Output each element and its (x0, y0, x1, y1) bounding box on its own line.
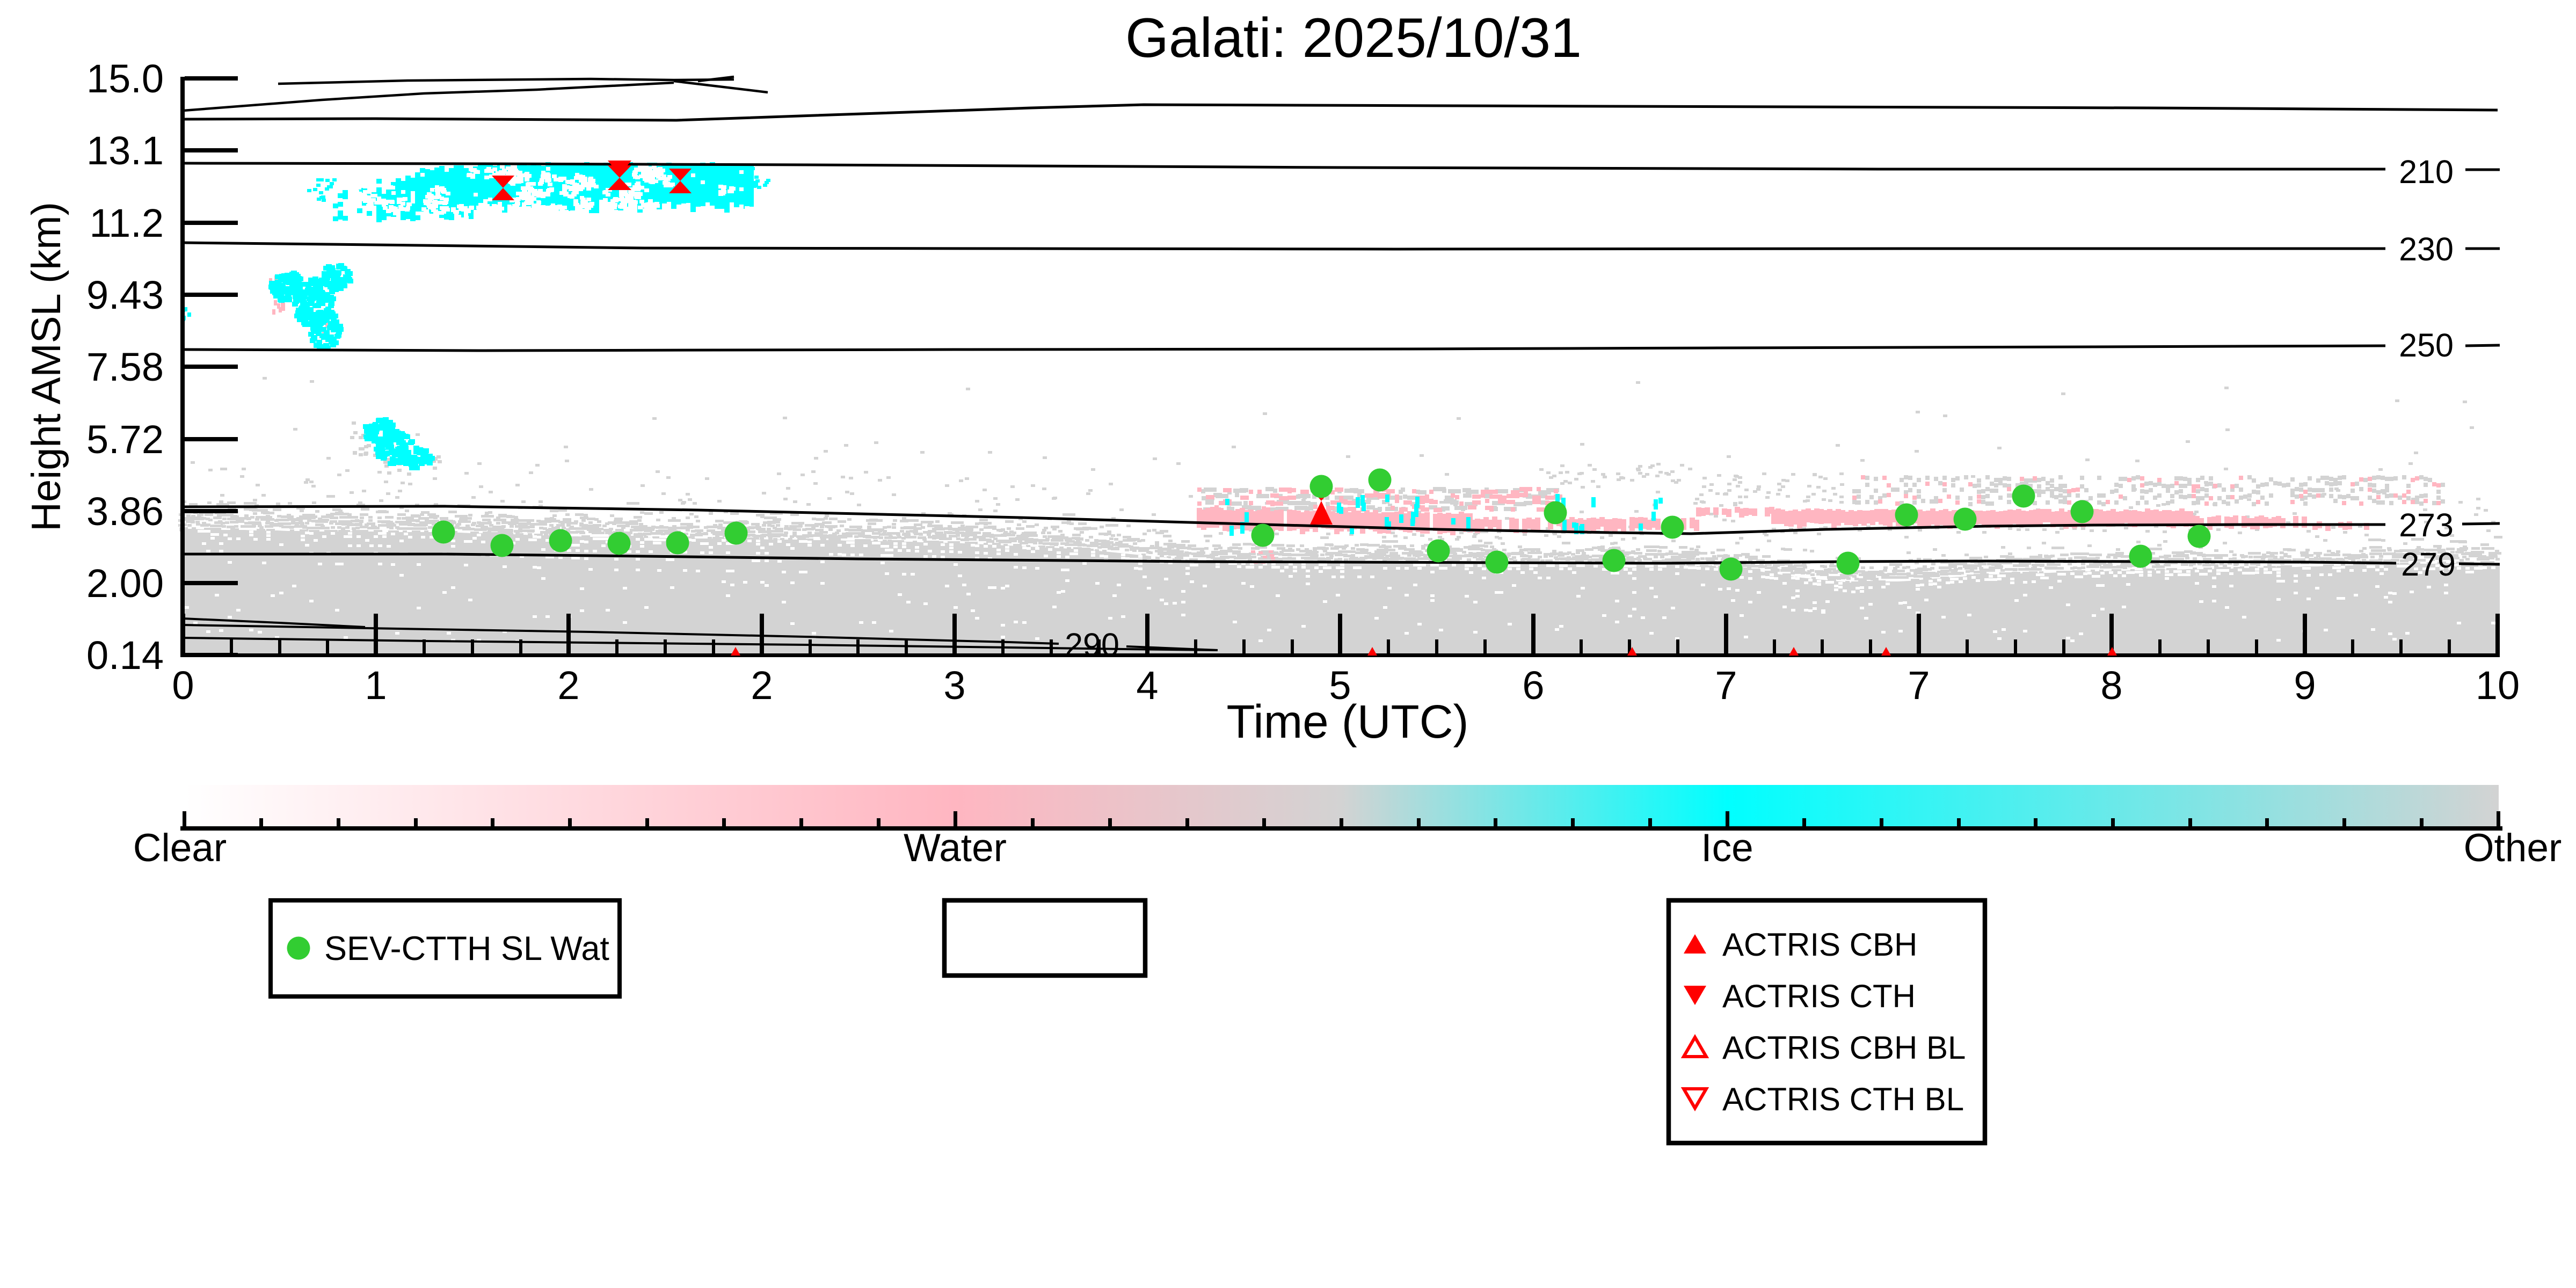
svg-text:230: 230 (2399, 231, 2454, 267)
svg-text:7.58: 7.58 (86, 345, 164, 389)
svg-text:13.1: 13.1 (86, 128, 164, 173)
svg-text:ACTRIS CTH BL: ACTRIS CTH BL (1722, 1081, 1964, 1117)
svg-text:210: 210 (2399, 154, 2454, 190)
svg-text:ACTRIS CTH: ACTRIS CTH (1722, 978, 1916, 1014)
svg-text:4: 4 (1136, 663, 1158, 708)
svg-text:3.86: 3.86 (86, 489, 164, 534)
svg-text:10: 10 (2476, 663, 2520, 708)
svg-text:9.43: 9.43 (86, 273, 164, 317)
svg-text:250: 250 (2399, 327, 2454, 363)
svg-text:2.00: 2.00 (86, 561, 164, 606)
svg-text:290: 290 (1065, 627, 1119, 663)
svg-text:Galati: 2025/10/31: Galati: 2025/10/31 (1125, 7, 1582, 69)
svg-text:Clear: Clear (133, 826, 227, 870)
svg-text:0.14: 0.14 (86, 633, 164, 678)
svg-text:Height AMSL (km): Height AMSL (km) (24, 202, 69, 532)
svg-text:7: 7 (1908, 663, 1930, 708)
svg-text:ACTRIS CBH: ACTRIS CBH (1722, 927, 1917, 963)
svg-text:15.0: 15.0 (86, 56, 164, 101)
svg-text:ACTRIS CBH BL: ACTRIS CBH BL (1722, 1030, 1966, 1066)
svg-text:Water: Water (904, 826, 1007, 870)
svg-text:SEV-CTTH SL Wat: SEV-CTTH SL Wat (324, 930, 609, 967)
svg-text:5.72: 5.72 (86, 417, 164, 462)
svg-text:7: 7 (1715, 663, 1737, 708)
svg-text:9: 9 (2294, 663, 2316, 708)
svg-text:2: 2 (751, 663, 773, 708)
svg-text:8: 8 (2100, 663, 2122, 708)
svg-text:0: 0 (172, 663, 194, 708)
svg-text:11.2: 11.2 (89, 201, 164, 245)
svg-text:3: 3 (943, 663, 965, 708)
svg-text:6: 6 (1522, 663, 1544, 708)
svg-text:273: 273 (2399, 507, 2454, 543)
svg-text:Time (UTC): Time (UTC) (1226, 696, 1468, 748)
svg-text:2: 2 (557, 663, 579, 708)
svg-text:1: 1 (365, 663, 387, 708)
svg-text:Ice: Ice (1701, 826, 1753, 870)
svg-text:Other: Other (2464, 826, 2562, 870)
svg-text:5: 5 (1329, 663, 1351, 708)
svg-text:279: 279 (2401, 546, 2456, 583)
